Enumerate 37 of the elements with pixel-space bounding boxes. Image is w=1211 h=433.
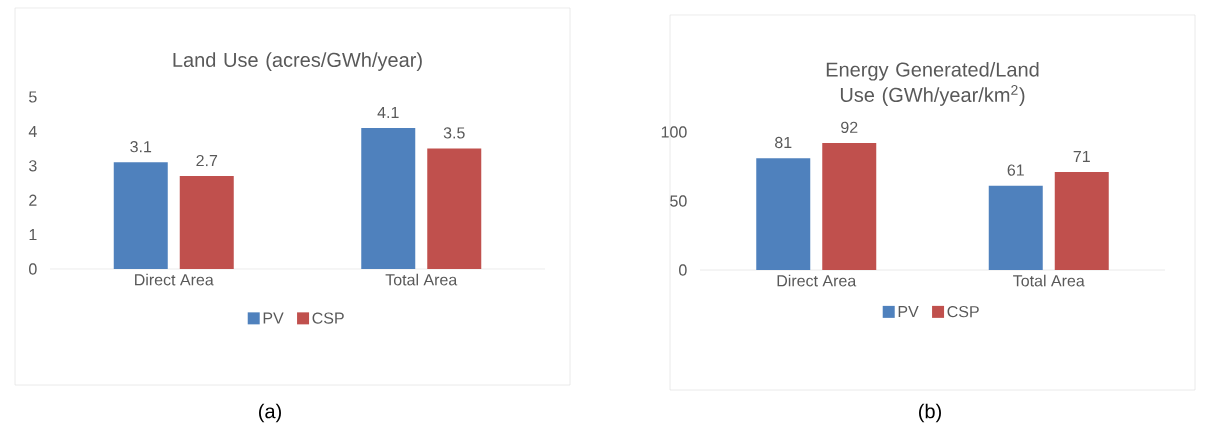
y-tick-label: 50: [670, 195, 687, 207]
y-tick-label: 5: [29, 91, 37, 103]
text: (b): [919, 403, 941, 423]
data-label: 92: [841, 121, 858, 133]
bar: [361, 127, 416, 269]
bar: [1054, 172, 1109, 270]
data-label: 2.7: [196, 154, 218, 167]
y-tick-label: 0: [679, 264, 687, 276]
legend-label: CSP: [947, 305, 979, 318]
bar: [822, 143, 877, 270]
y-tick-label: 100: [661, 126, 687, 138]
chart-title: Energy Generated/Land Use (GWh/year/km$^{2}$): [826, 61, 1039, 106]
x-tick-label: Direct Area: [135, 273, 214, 286]
bar: [756, 158, 811, 270]
x-tick-label: Direct Area: [777, 274, 857, 287]
legend-label: PV: [898, 306, 919, 318]
data-label: 4.1: [377, 106, 399, 118]
data-label: 3.1: [130, 140, 152, 153]
legend-label: PV: [263, 312, 284, 324]
bar: [427, 148, 482, 269]
y-tick-label: 1: [29, 229, 37, 241]
bar: [113, 162, 168, 269]
chart-title: Land Use (acres/GWh/year): [173, 52, 422, 71]
data-label: 81: [775, 136, 792, 149]
data-label: 61: [1007, 164, 1024, 176]
bar: [988, 185, 1043, 270]
y-tick-label: 0: [29, 263, 37, 275]
y-tick-label: 3: [29, 160, 37, 172]
y-tick-label: 2: [29, 194, 37, 206]
y-tick-label: 4: [28, 125, 37, 137]
data-label: 3.5: [443, 127, 465, 139]
data-label: 71: [1073, 150, 1090, 162]
legend-label: CSP: [312, 312, 344, 324]
x-tick-label: Total Area: [385, 273, 458, 286]
text: (a): [259, 403, 281, 423]
bar: [179, 176, 234, 269]
x-tick-label: Total Area: [1013, 274, 1085, 287]
